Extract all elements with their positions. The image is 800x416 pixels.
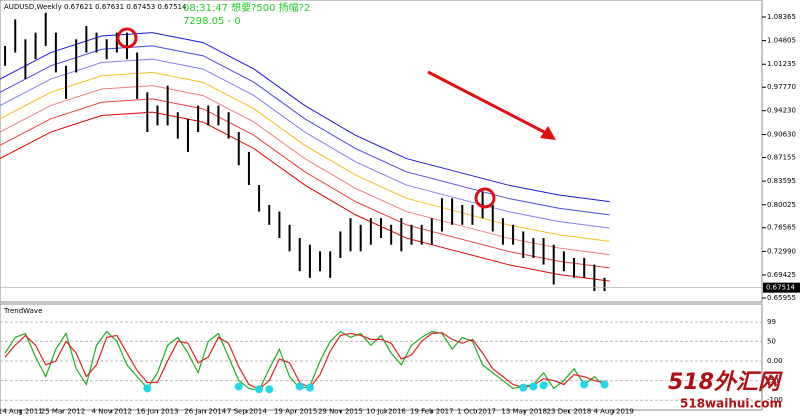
y-tick-label: 1.08365 [767, 13, 796, 21]
info-text: 7298.05 - 0 [183, 16, 241, 27]
signal-dot [539, 381, 548, 390]
x-tick-label: 13 May 2018 [501, 408, 547, 416]
band-line [0, 98, 610, 269]
x-tick-label: 19 Feb 2017 [410, 408, 454, 416]
highlight-circle [474, 187, 496, 209]
x-tick-label: 7 Sep 2014 [227, 408, 267, 416]
last-price-label: 0.67514 [766, 284, 795, 292]
y-tick-label: 0.94230 [767, 107, 796, 115]
y-tick-label: 0.72990 [767, 247, 796, 255]
indicator-title: TrendWave [3, 307, 42, 315]
x-tick-label: 16 Jun 2013 [136, 408, 178, 416]
y-tick-label: 0.87155 [767, 154, 796, 162]
band-line [0, 71, 610, 242]
y-tick-label: 1.01235 [767, 60, 796, 68]
x-tick-label: 4 Nov 2012 [92, 408, 132, 416]
band-line [0, 111, 610, 282]
y-tick-label: 50 [767, 337, 776, 345]
plot-layer: 1.08365 1.04805 1.01235 0.97770 0.94230 0.906… [0, 12, 800, 416]
arrow-head [540, 126, 556, 140]
trend-arrow [427, 70, 549, 136]
chart-header: AUDUSD,Weekly 0.67621 0.67631 0.67453 0.… [4, 3, 187, 11]
signal-dot [305, 383, 314, 392]
signal-dot [255, 385, 264, 394]
indicator-panel [0, 303, 763, 411]
signal-dot [143, 384, 152, 393]
band-line [0, 45, 610, 216]
y-tick-label: 0.76565 [767, 224, 796, 232]
y-tick-label: 0.83595 [767, 177, 796, 185]
x-tick-label: 4 Aug 2019 [593, 408, 633, 416]
y-tick-label: 99 [767, 318, 776, 326]
x-tick-label: 23 Dec 2018 [547, 408, 592, 416]
signal-dot [265, 385, 274, 394]
watermark-url: 518waihui.com [680, 397, 782, 411]
y-tick-label: 1.04805 [767, 37, 796, 45]
x-tick-label: 19 Apr 2015 [274, 408, 317, 416]
y-tick-label: 0.65955 [767, 294, 796, 302]
y-tick-label: 0.97770 [767, 83, 796, 91]
y-tick-label: 0.69425 [767, 271, 796, 279]
clock-text: 08:31:47 想要?500 扬幅?2 [183, 1, 310, 14]
x-tick-label: 14 Aug 2011 [0, 408, 43, 416]
y-tick-label: 0.80025 [767, 201, 796, 209]
y-tick-label: 0.00 [767, 357, 783, 365]
y-tick-label: -100 [767, 396, 783, 404]
x-tick-label: 25 Mar 2012 [41, 408, 85, 416]
x-tick-label: 29 Nov 2015 [318, 408, 363, 416]
y-tick-label: 0.90630 [767, 131, 796, 139]
oscillator-line [4, 330, 605, 392]
band-line [0, 58, 610, 229]
last-price-box [763, 282, 800, 293]
y-tick-label: -50 [767, 377, 778, 385]
oscillator-line [4, 332, 605, 390]
band-line [0, 85, 610, 256]
signal-dot [580, 380, 589, 389]
signal-dot [529, 382, 538, 391]
band-line [0, 32, 610, 203]
watermark-brand: 518外汇网 [668, 370, 783, 395]
signal-dot [519, 383, 528, 392]
price-panel [0, 0, 763, 303]
x-tick-label: 26 Jan 2014 [184, 408, 227, 416]
signal-dot [295, 382, 304, 391]
signal-dot [234, 382, 243, 391]
highlight-circle [116, 27, 138, 49]
signal-dot [600, 380, 609, 389]
x-tick-label: 10 Jul 2016 [366, 408, 406, 416]
x-tick-label: 1 Oct 2017 [457, 408, 496, 416]
